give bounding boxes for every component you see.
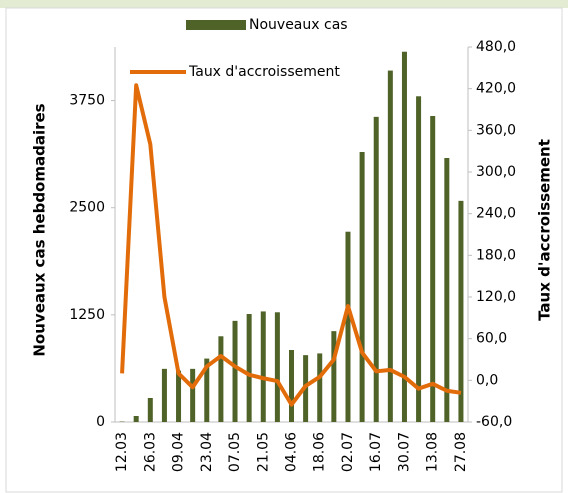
y2-tick-label: 300,0 bbox=[476, 164, 516, 180]
bar bbox=[133, 416, 139, 422]
x-tick-label: 18.06 bbox=[312, 432, 328, 472]
x-tick-label: 27.08 bbox=[453, 432, 469, 472]
bar bbox=[416, 96, 422, 423]
bar bbox=[274, 312, 280, 422]
x-tick-label: 30.07 bbox=[396, 432, 412, 472]
x-tick-label: 13.08 bbox=[425, 432, 441, 472]
x-tick-label: 12.03 bbox=[114, 432, 130, 472]
bar bbox=[176, 370, 182, 422]
legend-label: Nouveaux cas bbox=[249, 17, 348, 33]
legend-swatch-bar bbox=[186, 20, 246, 30]
bar bbox=[246, 314, 252, 422]
y2-tick-label: 240,0 bbox=[476, 206, 516, 222]
bar bbox=[373, 116, 379, 422]
y-tick-label: 3750 bbox=[69, 93, 105, 109]
bar bbox=[458, 200, 464, 422]
bar bbox=[204, 358, 210, 422]
bar bbox=[161, 368, 167, 422]
y2-tick-label: 180,0 bbox=[476, 247, 516, 263]
bar bbox=[430, 116, 436, 422]
y2-tick-label: 480,0 bbox=[476, 39, 516, 55]
bar bbox=[218, 336, 224, 422]
bar bbox=[317, 353, 323, 422]
bar bbox=[345, 231, 351, 422]
x-tick-label: 16.07 bbox=[368, 432, 384, 472]
x-tick-label: 26.03 bbox=[142, 432, 158, 472]
bar bbox=[260, 311, 266, 422]
bar bbox=[331, 331, 337, 422]
bar bbox=[232, 320, 238, 422]
bar bbox=[444, 158, 450, 422]
y2-tick-label: 360,0 bbox=[476, 122, 516, 138]
top-strip bbox=[0, 0, 568, 8]
x-tick-label: 09.04 bbox=[171, 432, 187, 472]
y2-tick-label: 60,0 bbox=[476, 331, 507, 347]
y-tick-label: 1250 bbox=[69, 307, 105, 323]
y-tick-label: 2500 bbox=[69, 200, 105, 216]
bar bbox=[289, 350, 294, 422]
bar bbox=[190, 368, 196, 422]
y2-tick-label: 120,0 bbox=[476, 289, 516, 305]
x-tick-label: 04.06 bbox=[284, 432, 300, 472]
x-tick-label: 21.05 bbox=[255, 432, 271, 472]
line bbox=[120, 83, 462, 407]
y2-axis-label: Taux d'accroissement bbox=[536, 139, 554, 321]
bar bbox=[359, 152, 365, 422]
y2-tick-label: 420,0 bbox=[476, 81, 516, 97]
y-tick-label: 0 bbox=[96, 414, 105, 430]
bar bbox=[401, 51, 407, 422]
x-tick-label: 07.05 bbox=[227, 432, 243, 472]
x-tick-label: 23.04 bbox=[199, 432, 215, 472]
y-axis-label: Nouveaux cas hebdomadaires bbox=[31, 103, 49, 356]
legend-label: Taux d'accroissement bbox=[188, 64, 340, 80]
x-tick-label: 02.07 bbox=[340, 432, 356, 472]
y2-tick-label: 0,0 bbox=[476, 372, 498, 388]
y2-tick-label: -60,0 bbox=[476, 414, 512, 430]
bar bbox=[147, 398, 153, 422]
bar bbox=[387, 70, 393, 423]
